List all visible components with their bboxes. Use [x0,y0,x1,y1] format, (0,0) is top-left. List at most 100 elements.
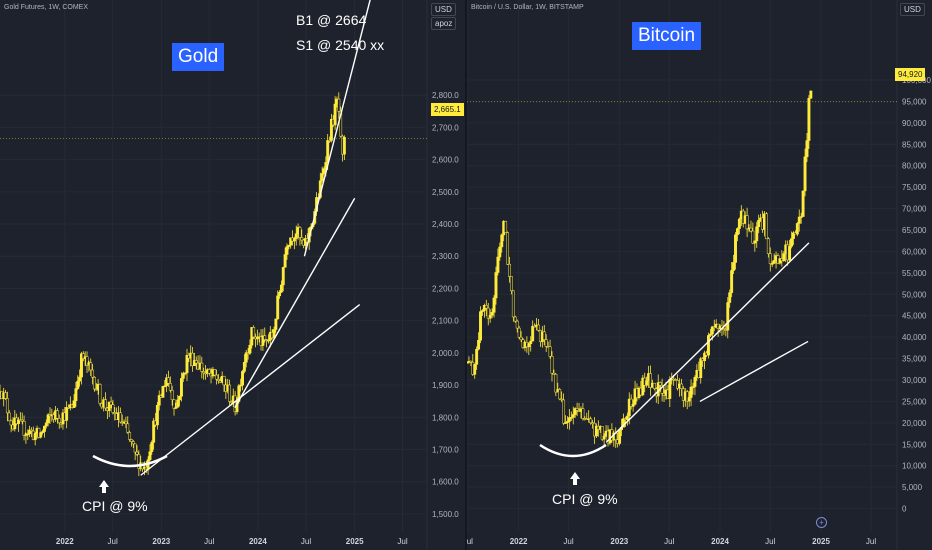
bitcoin-candle-body [569,417,573,419]
gold-candle-body [178,396,182,401]
bitcoin-x-tick-label: Jul [563,537,573,546]
bitcoin-candle-body [782,253,786,261]
bitcoin-candle-body [542,331,546,340]
gold-candle-body [113,412,117,414]
bitcoin-candle-body [589,418,593,424]
gold-y-tick-label: 2,800.0 [432,91,459,100]
bitcoin-candle-body [488,314,492,319]
bitcoin-candle-body [668,379,672,399]
gold-indicator-badge[interactable]: apoz [431,17,457,30]
bitcoin-candle-body [728,292,732,303]
gold-stop-annotation: S1 @ 2540 xx [296,37,385,53]
gold-candle-body [239,384,243,387]
bitcoin-trendline [605,242,810,443]
gold-candle-body [109,401,113,405]
gold-candle-body [278,291,282,297]
bitcoin-candle-body [564,422,567,424]
gold-candle-body [9,420,13,426]
bitcoin-candle-body [529,340,533,344]
gold-candle-body [76,380,80,389]
gold-candle-body [283,254,287,268]
gold-candle-body [148,451,152,460]
gold-candle-body [170,390,174,401]
gold-candle-body [276,295,280,320]
bitcoin-chart-svg[interactable]: 0 5,000 10,000 15,000 20,000 25,000 30,000 35,0… [467,0,932,550]
bitcoin-candle-body [766,238,770,254]
gold-candle-body [200,362,204,372]
gold-y-tick-label: 2,000.0 [432,349,459,358]
bitcoin-candle-body [730,270,734,293]
gold-candle-body [202,371,206,374]
bitcoin-candle-body [560,398,564,401]
gold-candle-body [167,377,170,384]
bitcoin-candle-body [496,256,500,273]
bitcoin-y-tick-label: 30,000 [902,376,927,385]
bitcoin-candle-body [751,230,755,244]
gold-currency-badge[interactable]: USD [431,3,456,16]
gold-candle-body [289,237,293,246]
bitcoin-candle-body [600,426,604,440]
bitcoin-x-tick-label: 2025 [812,537,830,546]
bitcoin-candle-body [801,190,805,217]
bitcoin-candle-body [473,364,477,375]
bitcoin-candle-body [629,398,633,407]
bitcoin-candle-body [687,397,691,402]
gold-candle-body [39,432,43,438]
gold-symbol-label: Gold Futures, 1W, COMEX [4,4,89,11]
bitcoin-candle-body [506,232,510,265]
gold-chart-svg[interactable]: 1,500.0 1,600.0 1,700.0 1,800.0 1,900.0 2,000… [0,0,465,550]
bitcoin-candle-body [710,326,714,335]
bitcoin-candle-body [745,215,749,230]
bitcoin-candle-body [689,386,693,398]
gold-candle-body [252,327,256,338]
bitcoin-title: Bitcoin [632,22,702,50]
bitcoin-currency-badge[interactable]: USD [900,3,925,16]
bitcoin-y-tick-label: 40,000 [902,333,927,342]
gold-x-tick-label: Jul [204,537,214,546]
gold-cpi-annotation: CPI @ 9% [82,498,148,514]
bitcoin-candle-body [770,263,774,265]
bitcoin-candle-body [649,373,652,388]
bitcoin-candle-body [726,302,730,331]
gold-y-tick-label: 2,600.0 [432,156,459,165]
bitcoin-y-tick-label: 10,000 [902,462,927,471]
gold-candle-body [185,355,189,374]
bitcoin-candle-body [693,377,697,387]
plus-circle-icon[interactable]: + [816,517,827,528]
gold-candle-body [30,429,33,432]
bitcoin-candle-body [805,140,809,158]
bitcoin-candle-body [469,361,473,363]
gold-candle-body [279,284,283,293]
bitcoin-candle-body [622,418,625,428]
gold-y-tick-label: 1,800.0 [432,413,459,422]
gold-candle-body [81,353,85,359]
bitcoin-candle-body [475,349,479,365]
gold-candle-body [248,344,252,354]
gold-x-tick-label: 2022 [56,537,74,546]
gold-candle-body [118,412,122,423]
gold-candle-body [80,353,83,378]
gold-buy-annotation: B1 @ 2664 [296,12,367,28]
bitcoin-candle-body [486,307,490,319]
gold-chart-pane[interactable]: 1,500.0 1,600.0 1,700.0 1,800.0 1,900.0 2,000… [0,0,465,550]
gold-candle-body [191,352,194,366]
gold-candle-body [157,395,161,406]
bitcoin-candle-body [492,297,496,313]
bitcoin-candle-body [513,316,517,322]
gold-up-arrow-icon [99,480,109,493]
bitcoin-chart-pane[interactable]: 0 5,000 10,000 15,000 20,000 25,000 30,000 35,0… [467,0,932,550]
bitcoin-last-price-tag: 94,920 [895,68,926,81]
gold-candle-body [161,386,165,398]
bitcoin-candle-body [618,429,622,444]
gold-candle-body [181,373,185,379]
bitcoin-y-tick-label: 95,000 [902,97,927,106]
gold-y-tick-label: 2,500.0 [432,188,459,197]
bitcoin-candle-body [755,226,759,242]
bitcoin-candle-body [544,339,548,347]
gold-candle-body [267,339,270,342]
gold-candle-body [172,399,176,409]
gold-title: Gold [172,43,225,71]
bitcoin-y-tick-label: 80,000 [902,162,927,171]
gold-candle-body [292,238,296,242]
bitcoin-y-tick-label: 55,000 [902,269,927,278]
